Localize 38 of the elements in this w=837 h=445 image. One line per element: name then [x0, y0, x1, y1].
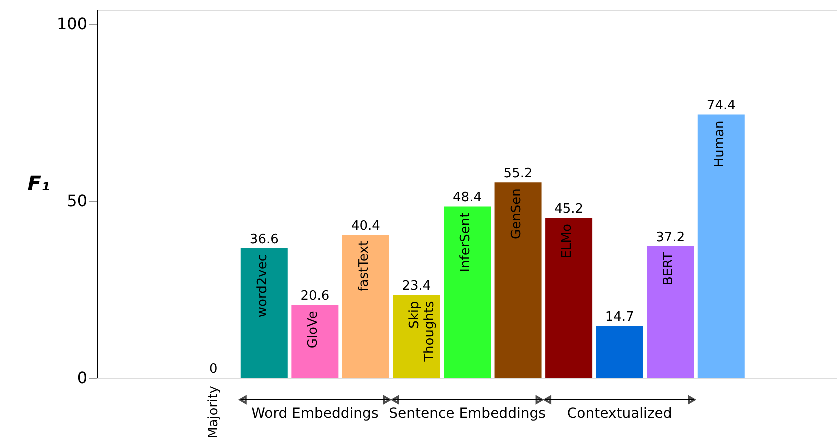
x-tick-label: InferSent [458, 212, 474, 272]
x-tick-label: Skip Thoughts [408, 300, 438, 363]
data-label: 74.4 [706, 98, 736, 114]
data-label: 0 [209, 362, 218, 377]
bar [546, 218, 593, 378]
data-label: 48.4 [453, 190, 482, 206]
bar [292, 305, 339, 378]
data-label: 40.4 [351, 219, 380, 234]
y-tick-label: 50 [67, 192, 88, 211]
bar [240, 248, 288, 378]
bar [698, 114, 745, 378]
data-label: 55.2 [504, 166, 533, 182]
data-label: 37.2 [656, 230, 686, 246]
data-label: 14.7 [605, 310, 634, 325]
data-label: 23.4 [402, 279, 432, 294]
x-tick-label: ELMo [560, 224, 576, 259]
text: Sentence Embeddings [389, 406, 546, 422]
x-tick-label: GloVe [306, 311, 322, 349]
bar [342, 235, 390, 378]
bar [494, 182, 542, 378]
text: Contextualized [567, 406, 672, 422]
bar [444, 206, 491, 378]
x-tick-label: word2vec [255, 254, 270, 318]
y-tick-label: 100 [56, 14, 88, 34]
y-axis-title: F₁ [28, 172, 50, 196]
x-tick-label: GenSen [509, 188, 524, 240]
data-label: 20.6 [300, 289, 330, 304]
data-label: 36.6 [250, 232, 279, 248]
text: Word Embeddings [252, 406, 379, 422]
bar [393, 295, 440, 378]
data-label: 45.2 [554, 202, 584, 218]
y-tick-label: 0 [77, 368, 88, 388]
x-tick-label: BERT [662, 252, 677, 286]
x-tick-label: Majority [206, 386, 222, 438]
x-tick-label: fastText [356, 241, 372, 292]
x-tick-label: Human [712, 120, 728, 168]
bar [647, 246, 694, 378]
bar [596, 326, 644, 378]
